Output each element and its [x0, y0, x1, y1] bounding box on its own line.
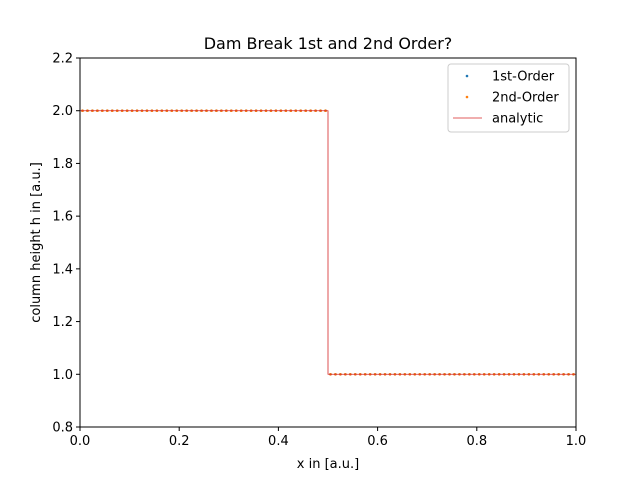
legend-label-analytic: analytic	[492, 112, 543, 127]
y-tick-label: 1.8	[52, 157, 73, 172]
y-tick-label: 2.0	[52, 104, 73, 119]
y-tick-label: 1.2	[52, 315, 73, 330]
legend-label-2nd-order: 2nd-Order	[492, 91, 559, 106]
x-tick-label: 0.2	[169, 434, 190, 449]
y-tick-label: 1.0	[52, 368, 73, 383]
x-tick-label: 0.4	[268, 434, 289, 449]
x-axis-label: x in [a.u.]	[297, 457, 359, 472]
x-tick-label: 0.0	[70, 434, 91, 449]
plot-frame	[79, 57, 577, 428]
legend-frame	[447, 63, 570, 133]
legend: 1st-Order 2nd-Order analytic	[447, 63, 570, 133]
x-tick-label: 0.6	[367, 434, 388, 449]
data-marks	[80, 109, 576, 376]
chart-title: Dam Break 1st and 2nd Order?	[204, 34, 453, 53]
legend-marker-2nd-order	[465, 95, 469, 99]
x-tick-label: 0.8	[466, 434, 487, 449]
series-line-analytic	[80, 110, 576, 375]
y-tick-label: 0.8	[52, 421, 73, 436]
x-tick-label: 1.0	[566, 434, 587, 449]
y-tick-label: 1.4	[52, 262, 73, 277]
y-axis-ticks: 0.8 1.0 1.2 1.4 1.6 1.8 2.0 2.2	[52, 52, 80, 436]
x-axis-ticks: 0.0 0.2 0.4 0.6 0.8 1.0	[70, 427, 587, 449]
legend-marker-1st-order	[465, 74, 469, 78]
y-axis-label: column height h in [a.u.]	[29, 162, 44, 323]
y-tick-label: 1.6	[52, 210, 73, 225]
legend-label-1st-order: 1st-Order	[492, 70, 555, 85]
y-tick-label: 2.2	[52, 52, 73, 67]
